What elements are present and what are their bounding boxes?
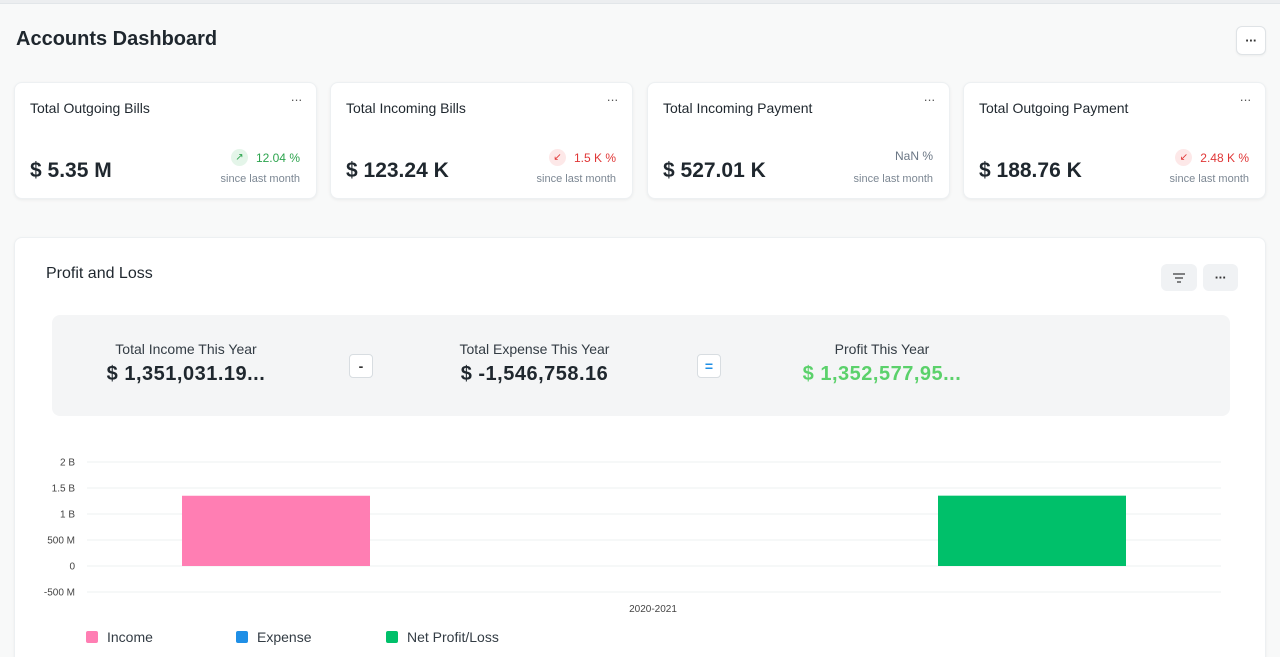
y-tick-label: 500 M — [47, 536, 75, 547]
filter-icon — [1173, 272, 1185, 283]
profit-loss-panel: Profit and Loss ··· Total Income This Ye… — [14, 237, 1266, 657]
card-total-incoming-bills: Total Incoming Bills ··· $ 123.24 K ↙ 1.… — [330, 82, 633, 199]
income-summary: Total Income This Year $ 1,351,031.19... — [96, 341, 276, 386]
panel-title: Profit and Loss — [46, 265, 153, 282]
card-change: NaN % — [895, 149, 933, 163]
card-menu-button[interactable]: ··· — [923, 92, 936, 107]
card-change: ↙ 1.5 K % — [548, 149, 616, 166]
expense-summary: Total Expense This Year $ -1,546,758.16 — [447, 341, 622, 386]
income-value: $ 1,351,031.19... — [106, 363, 266, 385]
legend-item-income[interactable]: Income — [86, 629, 153, 645]
card-menu-button[interactable]: ··· — [1239, 92, 1252, 107]
card-since: since last month — [536, 173, 616, 185]
arrow-up-right-icon: ↗ — [230, 149, 248, 166]
legend-label: Expense — [257, 629, 312, 645]
top-divider — [0, 0, 1280, 4]
card-value: $ 5.35 M — [30, 159, 112, 182]
card-menu-button[interactable]: ··· — [606, 92, 619, 107]
dashboard-more-button[interactable]: ··· — [1236, 26, 1266, 55]
y-tick-label: 1 B — [60, 510, 75, 521]
y-tick-label: 0 — [69, 562, 75, 573]
card-since: since last month — [220, 173, 300, 185]
card-title: Total Outgoing Bills — [30, 100, 150, 116]
profit-loss-chart: 2 B 1.5 B 1 B 500 M 0 -500 M 2020-2021 — [44, 458, 1221, 615]
profit-summary: Profit This Year $ 1,352,577,95... — [787, 341, 977, 386]
minus-operator: - — [349, 354, 373, 378]
y-tick-label: 1.5 B — [52, 484, 76, 495]
legend-swatch-expense — [236, 631, 248, 643]
x-tick-label: 2020-2021 — [629, 604, 677, 615]
income-label: Total Income This Year — [115, 341, 257, 357]
equals-operator: = — [697, 354, 721, 378]
card-title: Total Incoming Payment — [663, 100, 813, 116]
y-tick-label: -500 M — [44, 588, 75, 599]
legend-label: Net Profit/Loss — [407, 629, 499, 645]
page-title: Accounts Dashboard — [16, 28, 218, 50]
card-value: $ 188.76 K — [979, 159, 1082, 182]
expense-label: Total Expense This Year — [459, 341, 610, 357]
y-tick-label: 2 B — [60, 458, 75, 469]
bar-net-profit-loss[interactable] — [938, 495, 1126, 566]
panel-more-button[interactable]: ··· — [1203, 264, 1238, 291]
legend-item-expense[interactable]: Expense — [236, 629, 311, 645]
card-title: Total Incoming Bills — [346, 100, 466, 116]
legend-item-net-profit-loss[interactable]: Net Profit/Loss — [386, 629, 499, 645]
card-change: ↙ 2.48 K % — [1175, 149, 1249, 166]
filter-button[interactable] — [1161, 264, 1197, 291]
bar-income[interactable] — [182, 495, 370, 566]
card-since: since last month — [1169, 173, 1249, 185]
profit-label: Profit This Year — [834, 341, 930, 357]
arrow-down-left-icon: ↙ — [548, 149, 566, 166]
card-menu-button[interactable]: ··· — [290, 92, 303, 107]
profit-loss-summary: Total Income This Year $ 1,351,031.19...… — [52, 315, 1230, 416]
card-change: ↗ 12.04 % — [230, 149, 300, 166]
card-total-outgoing-bills: Total Outgoing Bills ··· $ 5.35 M ↗ 12.0… — [14, 82, 317, 199]
legend-swatch-income — [86, 631, 98, 643]
card-change-value: 2.48 K % — [1200, 150, 1249, 165]
card-value: $ 527.01 K — [663, 159, 766, 182]
card-value: $ 123.24 K — [346, 159, 449, 182]
profit-value: $ 1,352,577,95... — [802, 363, 962, 385]
card-change-value: NaN % — [894, 149, 933, 163]
card-change-value: 1.5 K % — [573, 150, 616, 165]
arrow-down-left-icon: ↙ — [1175, 149, 1193, 166]
legend-label: Income — [107, 629, 153, 645]
expense-value: $ -1,546,758.16 — [460, 363, 609, 385]
card-total-incoming-payment: Total Incoming Payment ··· $ 527.01 K Na… — [647, 82, 950, 199]
card-total-outgoing-payment: Total Outgoing Payment ··· $ 188.76 K ↙ … — [963, 82, 1266, 199]
card-change-value: 12.04 % — [255, 150, 300, 165]
card-title: Total Outgoing Payment — [979, 100, 1129, 116]
legend-swatch-net — [386, 631, 398, 643]
card-since: since last month — [853, 173, 933, 185]
